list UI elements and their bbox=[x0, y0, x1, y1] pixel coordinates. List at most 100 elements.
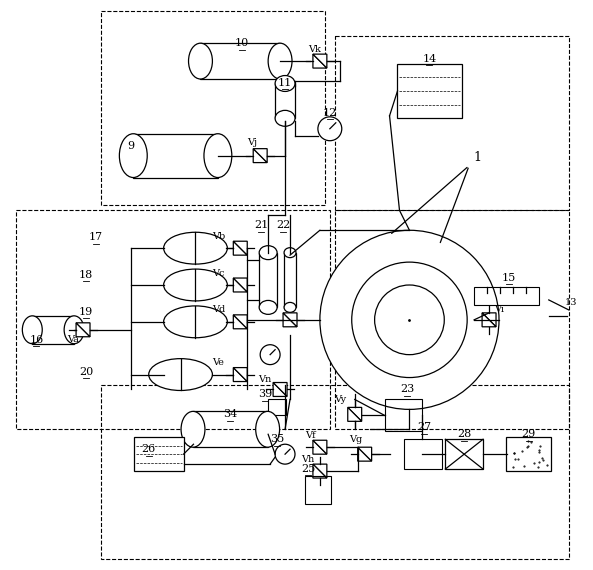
Polygon shape bbox=[283, 313, 297, 327]
Polygon shape bbox=[347, 408, 362, 421]
Bar bbox=[404, 439, 442, 469]
Polygon shape bbox=[233, 241, 247, 255]
Text: 25: 25 bbox=[301, 464, 315, 474]
Ellipse shape bbox=[284, 248, 296, 258]
Bar bbox=[268, 400, 286, 416]
Polygon shape bbox=[253, 149, 267, 162]
Text: 13: 13 bbox=[565, 299, 577, 307]
Bar bbox=[397, 64, 462, 119]
Bar bbox=[275, 83, 295, 119]
Polygon shape bbox=[233, 315, 247, 329]
Polygon shape bbox=[76, 323, 90, 337]
Ellipse shape bbox=[259, 300, 277, 315]
Circle shape bbox=[318, 117, 342, 141]
Bar bbox=[385, 400, 422, 431]
Text: 19: 19 bbox=[79, 307, 93, 317]
Text: 17: 17 bbox=[89, 232, 103, 242]
Polygon shape bbox=[233, 368, 247, 381]
Text: 23: 23 bbox=[400, 385, 415, 394]
Ellipse shape bbox=[256, 412, 279, 447]
Text: 26: 26 bbox=[142, 444, 156, 454]
Text: Vb: Vb bbox=[212, 232, 225, 241]
Ellipse shape bbox=[119, 134, 147, 177]
Bar bbox=[32, 316, 74, 344]
Ellipse shape bbox=[164, 269, 227, 301]
Polygon shape bbox=[233, 278, 247, 292]
Text: 10: 10 bbox=[235, 38, 250, 48]
Bar bbox=[133, 134, 218, 177]
Polygon shape bbox=[347, 408, 362, 421]
Circle shape bbox=[275, 444, 295, 464]
Text: 29: 29 bbox=[522, 429, 536, 439]
Bar bbox=[445, 439, 483, 469]
Text: Vc: Vc bbox=[212, 268, 225, 278]
Polygon shape bbox=[358, 447, 372, 461]
Text: 9: 9 bbox=[127, 141, 135, 150]
Text: 16: 16 bbox=[29, 335, 43, 345]
Text: Vf: Vf bbox=[305, 431, 315, 440]
Polygon shape bbox=[233, 315, 247, 329]
Ellipse shape bbox=[275, 111, 295, 127]
Ellipse shape bbox=[204, 134, 232, 177]
Ellipse shape bbox=[164, 232, 227, 264]
Polygon shape bbox=[482, 313, 496, 327]
Text: Vd: Vd bbox=[212, 306, 225, 315]
Bar bbox=[305, 476, 331, 504]
Polygon shape bbox=[233, 278, 247, 292]
Bar bbox=[200, 43, 280, 79]
Circle shape bbox=[320, 230, 499, 409]
Ellipse shape bbox=[275, 76, 295, 91]
Ellipse shape bbox=[23, 316, 42, 344]
Polygon shape bbox=[313, 54, 327, 68]
Text: 28: 28 bbox=[457, 429, 471, 439]
Polygon shape bbox=[313, 440, 327, 454]
Ellipse shape bbox=[268, 43, 292, 79]
Circle shape bbox=[260, 345, 280, 365]
Text: Ve: Ve bbox=[212, 358, 224, 367]
Text: Vy: Vy bbox=[334, 395, 346, 404]
Ellipse shape bbox=[189, 43, 212, 79]
Text: Va: Va bbox=[67, 335, 79, 344]
Polygon shape bbox=[313, 440, 327, 454]
Polygon shape bbox=[233, 241, 247, 255]
Polygon shape bbox=[482, 313, 496, 327]
Polygon shape bbox=[313, 54, 327, 68]
Bar bbox=[259, 253, 277, 307]
Text: Vh: Vh bbox=[301, 455, 314, 463]
Text: 39: 39 bbox=[258, 389, 272, 400]
Ellipse shape bbox=[149, 359, 212, 390]
Bar bbox=[284, 253, 296, 307]
Text: 35: 35 bbox=[270, 434, 284, 444]
Ellipse shape bbox=[284, 303, 296, 312]
Text: 1: 1 bbox=[473, 151, 481, 164]
Text: Vn: Vn bbox=[259, 375, 272, 384]
Polygon shape bbox=[273, 382, 287, 397]
Bar bbox=[193, 412, 267, 447]
Text: 34: 34 bbox=[223, 409, 237, 420]
Polygon shape bbox=[273, 382, 287, 397]
Text: 22: 22 bbox=[276, 220, 290, 230]
Polygon shape bbox=[283, 313, 297, 327]
Ellipse shape bbox=[259, 246, 277, 259]
Text: 15: 15 bbox=[502, 273, 516, 283]
Bar bbox=[506, 437, 551, 471]
Polygon shape bbox=[313, 464, 327, 478]
Text: Vk: Vk bbox=[308, 44, 321, 54]
Circle shape bbox=[375, 285, 444, 355]
Text: 18: 18 bbox=[79, 270, 93, 280]
Ellipse shape bbox=[181, 412, 205, 447]
Text: 14: 14 bbox=[422, 54, 436, 64]
Circle shape bbox=[352, 262, 467, 377]
Text: 12: 12 bbox=[323, 108, 337, 118]
Text: Vg: Vg bbox=[349, 435, 362, 443]
Text: Vi: Vi bbox=[494, 306, 504, 315]
Polygon shape bbox=[233, 368, 247, 381]
Text: Vj: Vj bbox=[247, 138, 257, 147]
Polygon shape bbox=[253, 149, 267, 162]
Text: 27: 27 bbox=[417, 422, 432, 432]
Ellipse shape bbox=[164, 306, 227, 338]
Text: 21: 21 bbox=[254, 220, 268, 230]
Text: 20: 20 bbox=[79, 367, 93, 377]
Bar bbox=[134, 437, 184, 471]
Bar bbox=[474, 287, 539, 305]
